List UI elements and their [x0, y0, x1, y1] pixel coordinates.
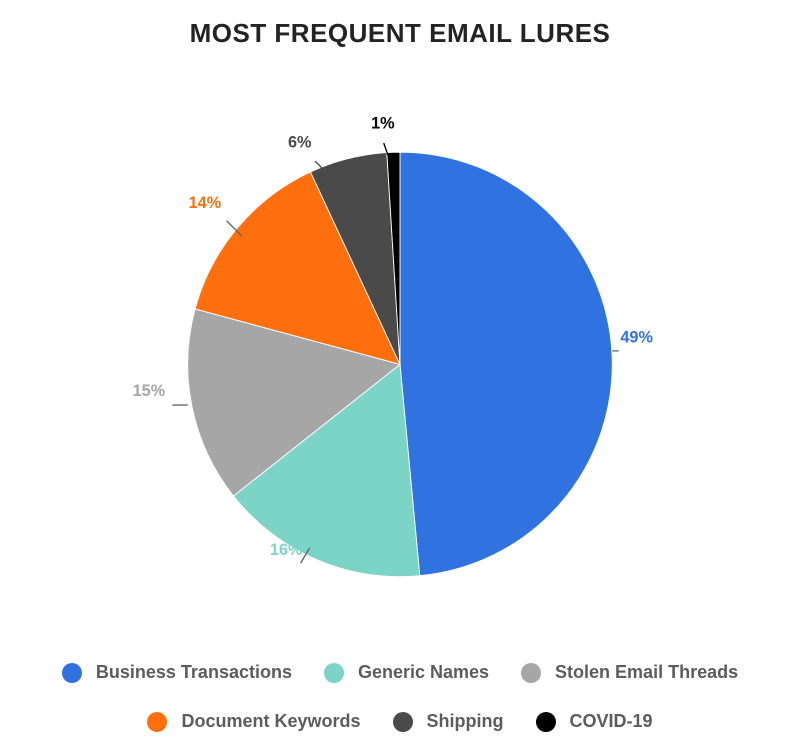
legend-swatch	[393, 712, 413, 732]
pie-chart: 49% 16% 15% 14% 6% 1%	[0, 60, 800, 620]
legend-label: Document Keywords	[181, 711, 360, 732]
legend-swatch	[536, 712, 556, 732]
legend-item: COVID-19	[536, 711, 653, 732]
chart-title: MOST FREQUENT EMAIL LURES	[0, 18, 800, 49]
legend-swatch	[147, 712, 167, 732]
legend-swatch	[324, 663, 344, 683]
legend-label: Stolen Email Threads	[555, 662, 738, 683]
slice-percent-label: 16%	[270, 541, 303, 559]
legend-label: Business Transactions	[96, 662, 292, 683]
legend-item: Generic Names	[324, 662, 489, 683]
slice-percent-label: 15%	[133, 382, 166, 400]
legend-item: Document Keywords	[147, 711, 360, 732]
slice-percent-label: 6%	[288, 134, 312, 152]
pie-slice	[400, 152, 612, 576]
slice-percent-label: 14%	[189, 194, 222, 212]
legend-label: COVID-19	[570, 711, 653, 732]
chart-container: MOST FREQUENT EMAIL LURES 49% 16% 15% 14% 6%…	[0, 0, 800, 752]
legend-swatch	[62, 663, 82, 683]
legend-label: Generic Names	[358, 662, 489, 683]
legend-swatch	[521, 663, 541, 683]
legend-item: Business Transactions	[62, 662, 292, 683]
slice-percent-label: 1%	[371, 115, 395, 133]
legend: Business Transactions Generic Names Stolen…	[0, 662, 800, 732]
legend-item: Shipping	[393, 711, 504, 732]
legend-item: Stolen Email Threads	[521, 662, 738, 683]
slice-percent-label: 49%	[620, 329, 653, 347]
legend-label: Shipping	[427, 711, 504, 732]
